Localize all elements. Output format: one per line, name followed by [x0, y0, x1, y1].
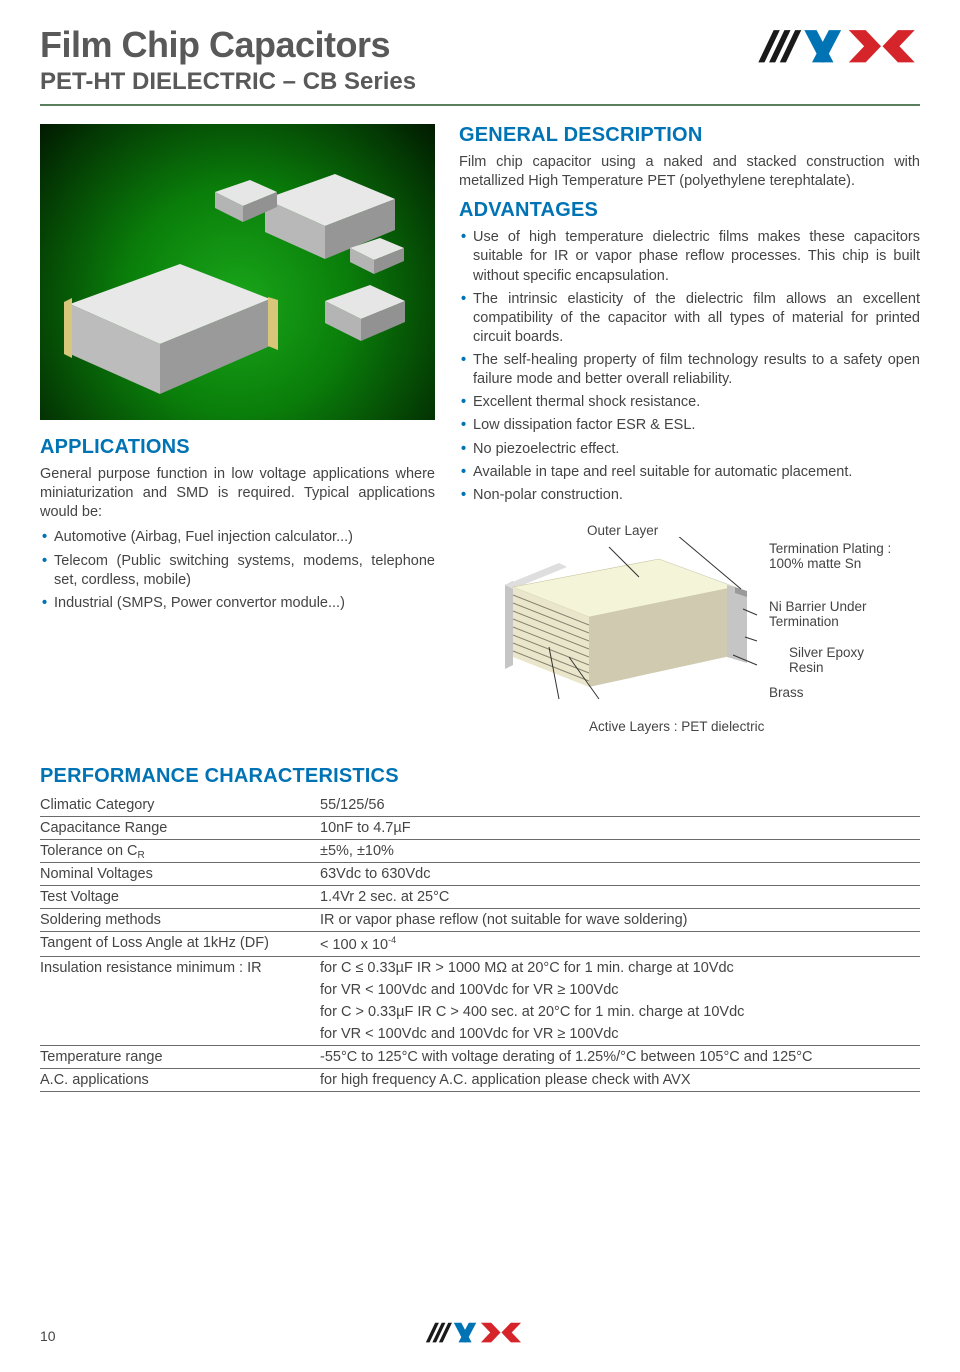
- perf-label: [40, 1001, 320, 1023]
- right-column: GENERAL DESCRIPTION Film chip capacitor …: [459, 124, 920, 747]
- table-row: Nominal Voltages63Vdc to 630Vdc: [40, 862, 920, 885]
- avx-logo: [750, 24, 920, 75]
- perf-label: Soldering methods: [40, 908, 320, 931]
- doc-subtitle: PET-HT DIELECTRIC – CB Series: [40, 68, 416, 96]
- perf-label: [40, 1023, 320, 1046]
- list-item: Low dissipation factor ESR & ESL.: [459, 416, 920, 435]
- header-rule: [40, 104, 920, 106]
- performance-table: Climatic Category55/125/56Capacitance Ra…: [40, 794, 920, 1092]
- list-item: No piezoelectric effect.: [459, 440, 920, 459]
- perf-label: Tangent of Loss Angle at 1kHz (DF): [40, 931, 320, 956]
- diagram-label-silver: Silver Epoxy Resin: [789, 645, 864, 675]
- applications-heading: APPLICATIONS: [40, 436, 435, 459]
- two-column-layout: APPLICATIONS General purpose function in…: [40, 124, 920, 747]
- diagram-label-brass: Brass: [769, 685, 804, 700]
- list-item: Non-polar construction.: [459, 486, 920, 505]
- list-item: Industrial (SMPS, Power convertor module…: [40, 594, 435, 613]
- table-row: Tangent of Loss Angle at 1kHz (DF)< 100 …: [40, 931, 920, 956]
- list-item: Automotive (Airbag, Fuel injection calcu…: [40, 528, 435, 547]
- perf-value: -55°C to 125°C with voltage derating of …: [320, 1045, 920, 1068]
- page-header: Film Chip Capacitors PET-HT DIELECTRIC –…: [40, 24, 920, 96]
- applications-intro: General purpose function in low voltage …: [40, 465, 435, 522]
- doc-title: Film Chip Capacitors: [40, 24, 416, 66]
- perf-value: 55/125/56: [320, 794, 920, 817]
- table-row: Soldering methodsIR or vapor phase reflo…: [40, 908, 920, 931]
- diagram-label-termination: Termination Plating : 100% matte Sn: [769, 541, 891, 571]
- table-row: Temperature range-55°C to 125°C with vol…: [40, 1045, 920, 1068]
- general-desc-text: Film chip capacitor using a naked and st…: [459, 153, 920, 191]
- list-item: Use of high temperature dielectric films…: [459, 228, 920, 285]
- perf-label: A.C. applications: [40, 1068, 320, 1091]
- product-image: [40, 124, 435, 420]
- perf-label: Climatic Category: [40, 794, 320, 817]
- advantages-list: Use of high temperature dielectric films…: [459, 228, 920, 505]
- table-row: Tolerance on CR±5%, ±10%: [40, 839, 920, 862]
- list-item: Excellent thermal shock resistance.: [459, 393, 920, 412]
- list-item: Available in tape and reel suitable for …: [459, 463, 920, 482]
- applications-list: Automotive (Airbag, Fuel injection calcu…: [40, 528, 435, 613]
- list-item: The self-healing property of film techno…: [459, 351, 920, 389]
- perf-value: for C > 0.33µF IR C > 400 sec. at 20°C f…: [320, 1001, 920, 1023]
- perf-value: for C ≤ 0.33µF IR > 1000 MΩ at 20°C for …: [320, 956, 920, 979]
- perf-value: for VR < 100Vdc and 100Vdc for VR ≥ 100V…: [320, 979, 920, 1001]
- construction-diagram: Outer Layer Termination Plating : 100% m…: [459, 517, 920, 747]
- diagram-label-ni: Ni Barrier Under Termination: [769, 599, 867, 629]
- table-row: for C > 0.33µF IR C > 400 sec. at 20°C f…: [40, 1001, 920, 1023]
- perf-label: Capacitance Range: [40, 816, 320, 839]
- diagram-label-active: Active Layers : PET dielectric: [589, 719, 764, 734]
- perf-label: [40, 979, 320, 1001]
- title-block: Film Chip Capacitors PET-HT DIELECTRIC –…: [40, 24, 416, 96]
- page-number: 10: [40, 1328, 56, 1344]
- list-item: Telecom (Public switching systems, modem…: [40, 552, 435, 590]
- perf-value: for VR < 100Vdc and 100Vdc for VR ≥ 100V…: [320, 1023, 920, 1046]
- page-footer: 10: [40, 1319, 920, 1352]
- perf-label: Test Voltage: [40, 885, 320, 908]
- perf-value: 10nF to 4.7µF: [320, 816, 920, 839]
- table-row: Insulation resistance minimum : IRfor C …: [40, 956, 920, 979]
- perf-label: Temperature range: [40, 1045, 320, 1068]
- table-row: Climatic Category55/125/56: [40, 794, 920, 817]
- list-item: The intrinsic elasticity of the dielectr…: [459, 290, 920, 347]
- perf-label: Nominal Voltages: [40, 862, 320, 885]
- table-row: A.C. applicationsfor high frequency A.C.…: [40, 1068, 920, 1091]
- table-row: for VR < 100Vdc and 100Vdc for VR ≥ 100V…: [40, 1023, 920, 1046]
- perf-value: < 100 x 10-4: [320, 931, 920, 956]
- avx-logo-footer: [56, 1319, 890, 1352]
- table-row: Capacitance Range10nF to 4.7µF: [40, 816, 920, 839]
- diagram-label-outer: Outer Layer: [587, 523, 658, 538]
- general-desc-heading: GENERAL DESCRIPTION: [459, 124, 920, 147]
- perf-value: for high frequency A.C. application plea…: [320, 1068, 920, 1091]
- table-row: for VR < 100Vdc and 100Vdc for VR ≥ 100V…: [40, 979, 920, 1001]
- chip-cutaway-icon: [499, 537, 759, 707]
- perf-value: ±5%, ±10%: [320, 839, 920, 862]
- performance-heading: PERFORMANCE CHARACTERISTICS: [40, 765, 920, 788]
- perf-value: 1.4Vr 2 sec. at 25°C: [320, 885, 920, 908]
- perf-value: 63Vdc to 630Vdc: [320, 862, 920, 885]
- table-row: Test Voltage1.4Vr 2 sec. at 25°C: [40, 885, 920, 908]
- perf-label: Tolerance on CR: [40, 839, 320, 862]
- advantages-heading: ADVANTAGES: [459, 199, 920, 222]
- perf-label: Insulation resistance minimum : IR: [40, 956, 320, 979]
- left-column: APPLICATIONS General purpose function in…: [40, 124, 435, 747]
- perf-value: IR or vapor phase reflow (not suitable f…: [320, 908, 920, 931]
